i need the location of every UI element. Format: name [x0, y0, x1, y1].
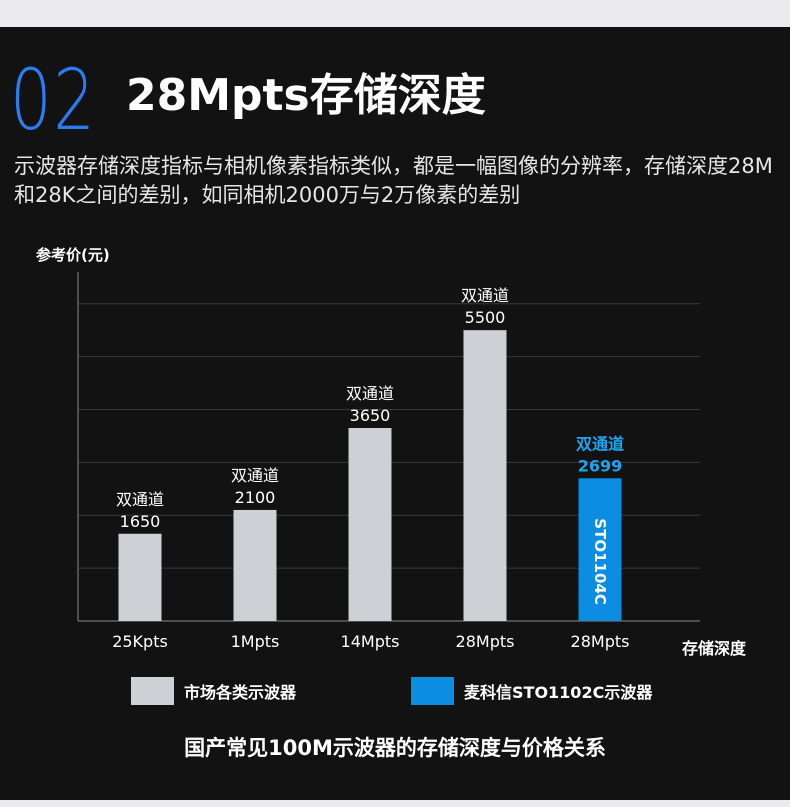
bar-channel-label: 双通道 — [116, 490, 164, 509]
x-tick-label: 28Mpts — [571, 632, 630, 651]
section-description: 示波器存储深度指标与相机像素指标类似，都是一幅图像的分辨率，存储深度28M和28… — [14, 154, 773, 207]
bar-value-label: 1650 — [120, 512, 161, 531]
bar-channel-label: 双通道 — [461, 286, 509, 305]
section-title: 28Mpts存储深度 — [126, 70, 486, 121]
x-tick-label: 25Kpts — [112, 632, 168, 651]
bar-value-label: 2100 — [235, 488, 276, 507]
x-tick-label: 28Mpts — [456, 632, 515, 651]
bar — [463, 330, 507, 621]
chart-caption: 国产常见100M示波器的存储深度与价格关系 — [184, 736, 606, 760]
x-tick-label: 14Mpts — [341, 632, 400, 651]
bar — [578, 478, 622, 621]
x-axis-label: 存储深度 — [682, 639, 747, 658]
bar — [233, 509, 277, 621]
x-tick-label: 1Mpts — [231, 632, 280, 651]
bar-value-label: 3650 — [350, 406, 391, 425]
bar — [118, 533, 162, 621]
chart-panel — [0, 27, 790, 800]
legend-swatch-blue — [411, 677, 454, 705]
legend-swatch-gray — [131, 677, 174, 705]
bar — [348, 427, 392, 621]
legend-label-market: 市场各类示波器 — [184, 683, 297, 702]
legend-label-micsig: 麦科信STO1102C示波器 — [464, 683, 653, 702]
y-axis-label: 参考价(元) — [36, 246, 110, 264]
bar-channel-label: 双通道 — [231, 466, 279, 485]
model-name-label: STO1104C — [591, 518, 609, 605]
bar-value-label: 2699 — [578, 456, 623, 475]
legend-item-market: 市场各类示波器 — [131, 677, 296, 705]
bar-value-label: 5500 — [465, 308, 506, 327]
section-number: 02 — [10, 51, 97, 149]
legend-item-micsig: 麦科信STO1102C示波器 — [411, 677, 652, 705]
bar-channel-label: 双通道 — [576, 434, 624, 453]
bar-channel-label: 双通道 — [346, 384, 394, 403]
